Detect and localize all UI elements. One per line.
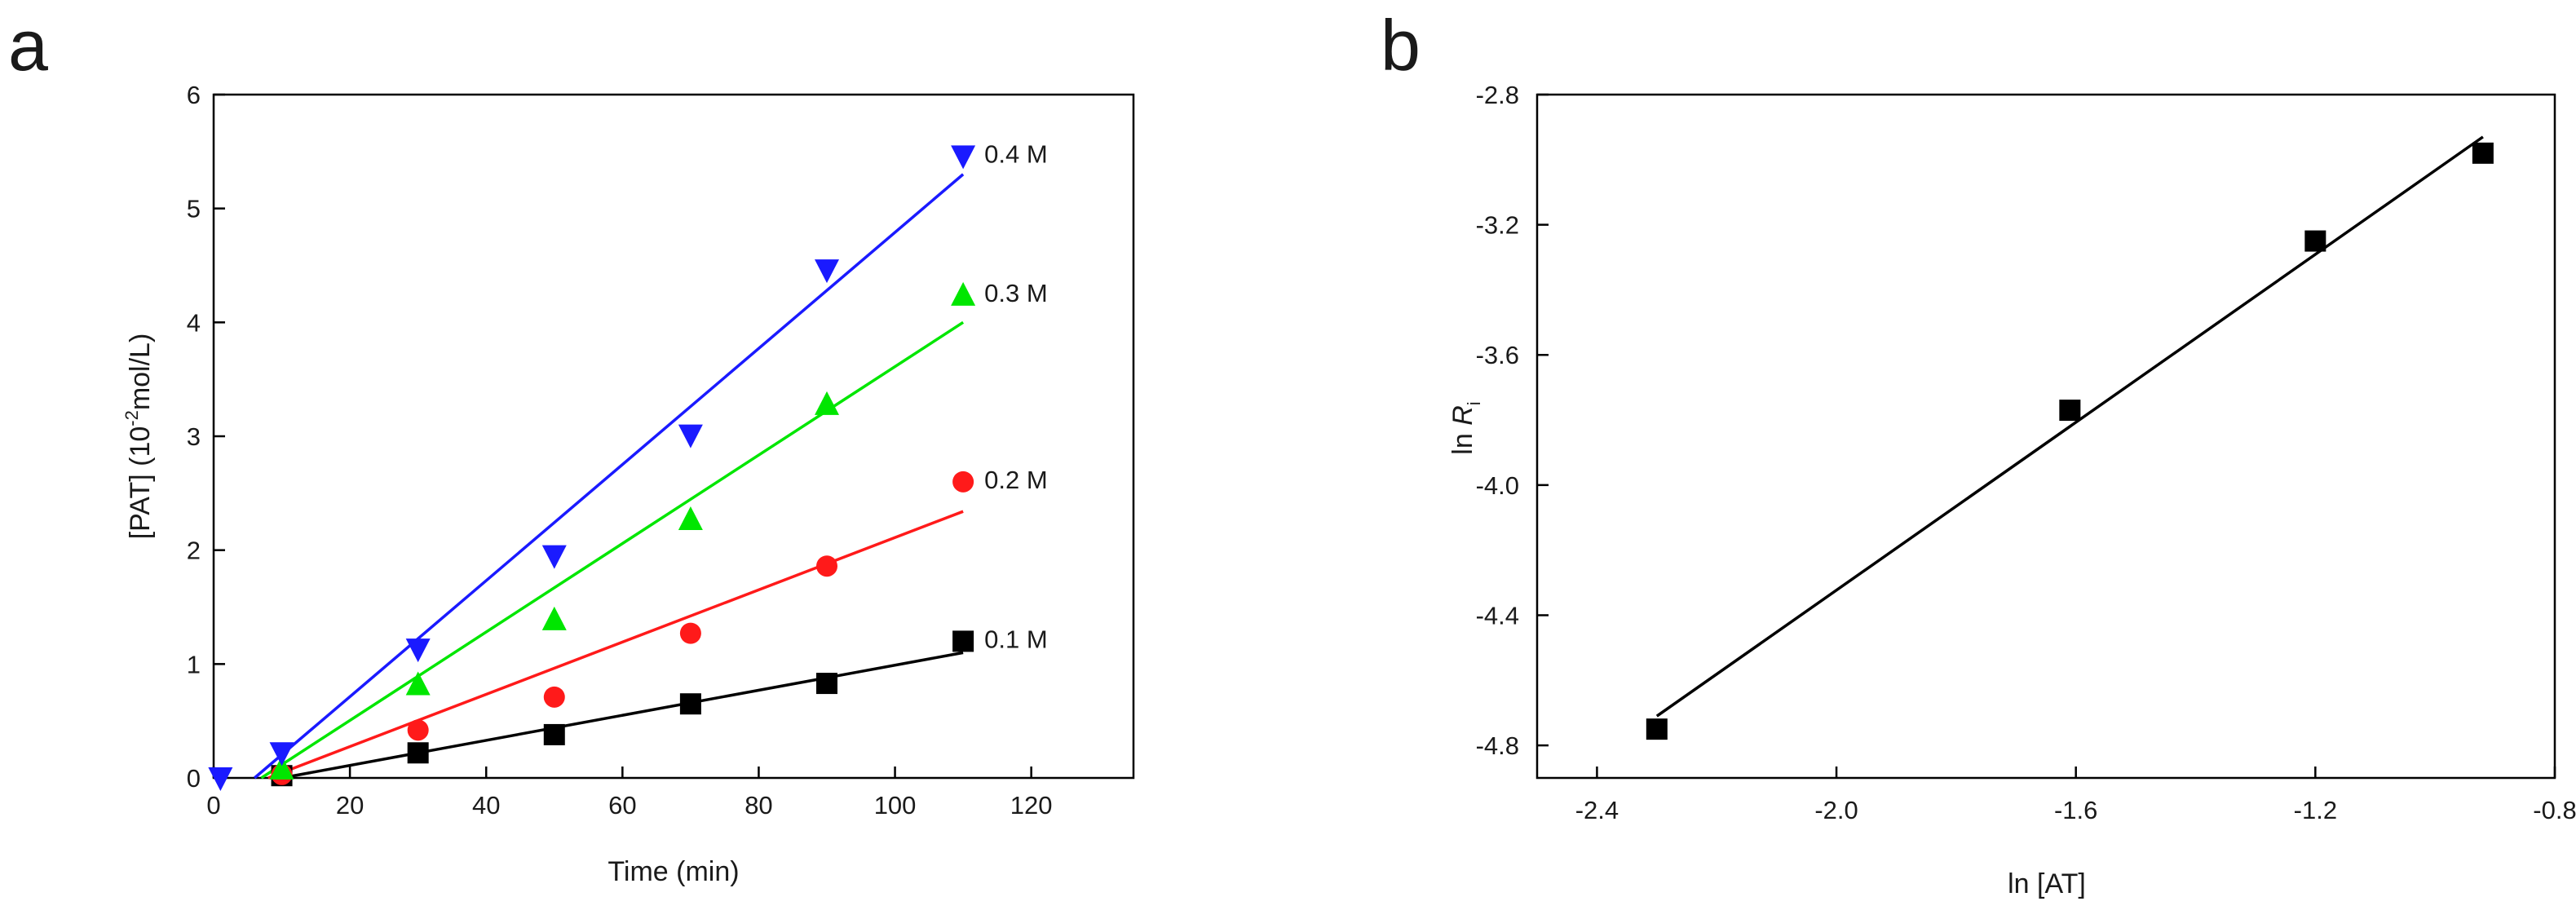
- panel-a-letter: a: [8, 5, 48, 86]
- panel-a-x-tick-label: 40: [472, 791, 500, 820]
- panel-b-x-axis: -2.4 -2.0 -1.6 -1.2 -0.8: [1575, 767, 2576, 824]
- panel-a-series-label-0-1-m: 0.1 M: [984, 625, 1048, 653]
- panel-b-y-tick-label: -3.6: [1476, 341, 1519, 369]
- panel-b-y-tick-label: -3.2: [1476, 211, 1519, 240]
- panel-a-point-0-4-m: [815, 259, 839, 284]
- panel-b-point: [2304, 230, 2326, 252]
- panel-a-point-0-3-m: [951, 281, 976, 306]
- panel-a-x-axis-title: Time (min): [608, 856, 739, 887]
- panel-a-series-label-0-2-m: 0.2 M: [984, 466, 1048, 494]
- panel-a-y-title-prefix: [PAT] (10: [125, 426, 156, 540]
- panel-b-x-tick-label: -0.8: [2533, 796, 2576, 824]
- panel-b-fit-line: [1655, 135, 2484, 718]
- panel-a-x-tick-label: 0: [206, 791, 220, 820]
- panel-b-fit-lines: [1655, 135, 2484, 718]
- panel-a-y-axis: 0 1 2 3 4 5 6: [187, 81, 225, 793]
- panel-a-point-0-1-m: [816, 673, 837, 695]
- panel-a-point-0-4-m: [405, 638, 431, 663]
- panel-b-point: [2059, 400, 2081, 422]
- panel-b-x-tick-label: -1.6: [2054, 796, 2097, 824]
- panel-b-y-title-prefix: ln: [1447, 426, 1478, 455]
- panel-a-point-0-3-m: [815, 391, 839, 415]
- panel-b-y-axis: -2.8 -3.2 -3.6 -4.0 -4.4 -4.8: [1476, 81, 1549, 760]
- panel-b-y-title-subscript: i: [1464, 401, 1484, 405]
- panel-a-series-label-0-4-m: 0.4 M: [984, 139, 1048, 168]
- panel-a-x-axis: 0 20 40 60 80 100 120: [206, 767, 1053, 820]
- panel-a-point-0-4-m: [541, 545, 567, 569]
- panel-a-point-0-1-m: [407, 742, 429, 764]
- panel-b-letter: b: [1381, 5, 1421, 86]
- panel-b-y-tick-label: -4.8: [1476, 731, 1519, 760]
- panel-a-point-0-1-m: [952, 630, 974, 652]
- panel-b-y-tick-label: -4.0: [1476, 471, 1519, 500]
- panel-b-y-tick-label: -4.4: [1476, 601, 1519, 630]
- panel-a-fit-line-0-1-m: [281, 651, 964, 780]
- panel-a-point-0-3-m: [405, 671, 431, 696]
- panel-a-point-0-2-m: [679, 622, 701, 644]
- panel-a-fit-lines: [253, 173, 965, 780]
- panel-a-series-labels: 0.1 M 0.2 M 0.3 M 0.4 M: [984, 139, 1048, 653]
- panel-b-x-tick-label: -2.0: [1814, 796, 1858, 824]
- panel-a-series-label-0-3-m: 0.3 M: [984, 279, 1048, 307]
- panel-a-y-title-suffix: mol/L): [125, 334, 156, 410]
- panel-b-data-points: [1646, 142, 2494, 740]
- panel-a-point-0-2-m: [543, 686, 565, 708]
- panel-a-y-tick-label: 6: [187, 81, 201, 109]
- panel-a-data-points: [208, 145, 976, 791]
- panel-a-y-tick-label: 5: [187, 195, 201, 223]
- panel-a-point-0-2-m: [407, 719, 429, 741]
- panel-a-point-0-2-m: [816, 555, 837, 577]
- panel-a-point-0-3-m: [269, 755, 294, 780]
- panel-b-plot-frame: [1535, 93, 2556, 780]
- panel-a-fit-line-0-3-m: [260, 320, 965, 780]
- panel-a-point-0-4-m: [269, 742, 294, 767]
- panel-a-point-0-1-m: [543, 723, 565, 745]
- panel-a-plot-frame: [212, 93, 1135, 780]
- panel-b-chart: -2.4 -2.0 -1.6 -1.2 -0.8 -2.8 -3.2 -3.6 -4.0 -4.…: [1447, 81, 2576, 899]
- panel-b-y-title-italic: R: [1447, 405, 1478, 426]
- panel-b-y-axis-title: ln Ri: [1447, 401, 1484, 454]
- panel-a-y-axis-title: [PAT] (10-2mol/L): [122, 334, 156, 540]
- panel-a-point-0-4-m: [678, 424, 703, 448]
- panel-a-point-0-4-m: [951, 145, 976, 170]
- panel-a-point-0-1-m: [679, 693, 701, 715]
- panel-a-y-tick-label: 3: [187, 422, 201, 451]
- panel-a-y-tick-label: 4: [187, 308, 201, 337]
- panel-a-fit-line-0-4-m: [253, 173, 965, 780]
- panel-b-x-tick-label: -1.2: [2294, 796, 2337, 824]
- panel-a-fit-line-0-2-m: [267, 510, 964, 780]
- panel-a-point-0-3-m: [678, 506, 703, 530]
- panel-a-point-0-4-m: [208, 767, 233, 791]
- panel-b-y-tick-label: -2.8: [1476, 81, 1519, 109]
- panel-a-y-tick-label: 0: [187, 764, 201, 793]
- panel-b-point: [1646, 718, 1668, 740]
- panel-a-x-tick-label: 20: [336, 791, 364, 820]
- panel-b-x-tick-label: -2.4: [1575, 796, 1619, 824]
- panel-a-y-tick-label: 2: [187, 537, 201, 565]
- panel-a-y-tick-label: 1: [187, 650, 201, 678]
- panel-b-point: [2472, 142, 2494, 164]
- panel-b-x-axis-title: ln [AT]: [2008, 868, 2086, 899]
- panel-a-x-tick-label: 60: [608, 791, 636, 820]
- panel-a-x-tick-label: 100: [874, 791, 917, 820]
- panel-a-x-tick-label: 80: [745, 791, 772, 820]
- panel-a-y-title-exponent: -2: [122, 410, 142, 426]
- panel-a-x-tick-label: 120: [1010, 791, 1053, 820]
- panel-a-point-0-3-m: [541, 606, 567, 630]
- panel-a-point-0-2-m: [952, 471, 974, 493]
